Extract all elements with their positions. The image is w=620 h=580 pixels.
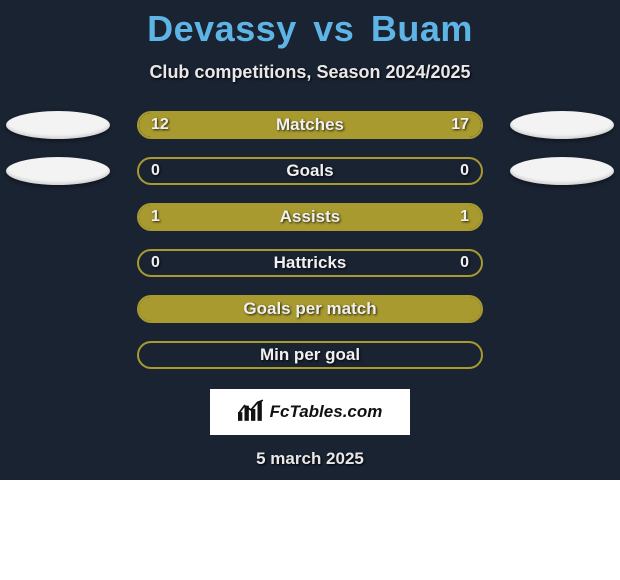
page-title: Devassy vs Buam [147,8,473,50]
stat-value-left: 0 [151,254,160,272]
stat-bar-track: 12 17 Matches [137,111,483,139]
footer-date: 5 march 2025 [256,449,364,469]
player-badge-left [6,157,110,185]
brand-box[interactable]: FcTables.com [210,389,410,435]
stat-label: Matches [276,115,344,135]
stat-value-left: 0 [151,162,160,180]
bar-chart-icon [238,399,264,426]
stat-bar-row: 0 0 Goals [0,157,620,185]
title-left-player: Devassy [147,8,297,49]
player-badge-right [510,111,614,139]
stat-value-right: 17 [451,116,469,134]
stat-value-left: 1 [151,208,160,226]
stat-value-left: 12 [151,116,169,134]
dark-panel: Devassy vs Buam Club competitions, Seaso… [0,0,620,480]
stat-label: Assists [280,207,340,227]
stat-label: Goals [286,161,333,181]
stat-label: Hattricks [274,253,347,273]
stat-value-right: 1 [460,208,469,226]
stat-bar-track: Goals per match [137,295,483,323]
stat-bar-row: 0 0 Hattricks [0,249,620,277]
brand-text: FcTables.com [270,402,383,422]
player-badge-left [6,111,110,139]
player-badge-right [510,157,614,185]
stat-bar-row: Goals per match [0,295,620,323]
stat-bar-track: 0 0 Hattricks [137,249,483,277]
stat-value-right: 0 [460,254,469,272]
stat-bar-row: 12 17 Matches [0,111,620,139]
stat-bar-track: 1 1 Assists [137,203,483,231]
title-vs: vs [313,8,354,49]
stat-label: Min per goal [260,345,360,365]
bars-area: 12 17 Matches 0 0 Goals 1 1 Assists 0 0 Hattricks Go… [0,111,620,369]
comparison-widget: Devassy vs Buam Club competitions, Seaso… [0,0,620,580]
stat-value-right: 0 [460,162,469,180]
stat-bar-track: 0 0 Goals [137,157,483,185]
stat-bar-row: 1 1 Assists [0,203,620,231]
stat-bar-track: Min per goal [137,341,483,369]
title-right-player: Buam [371,8,473,49]
stat-label: Goals per match [243,299,376,319]
stat-bar-row: Min per goal [0,341,620,369]
subtitle: Club competitions, Season 2024/2025 [149,62,470,83]
